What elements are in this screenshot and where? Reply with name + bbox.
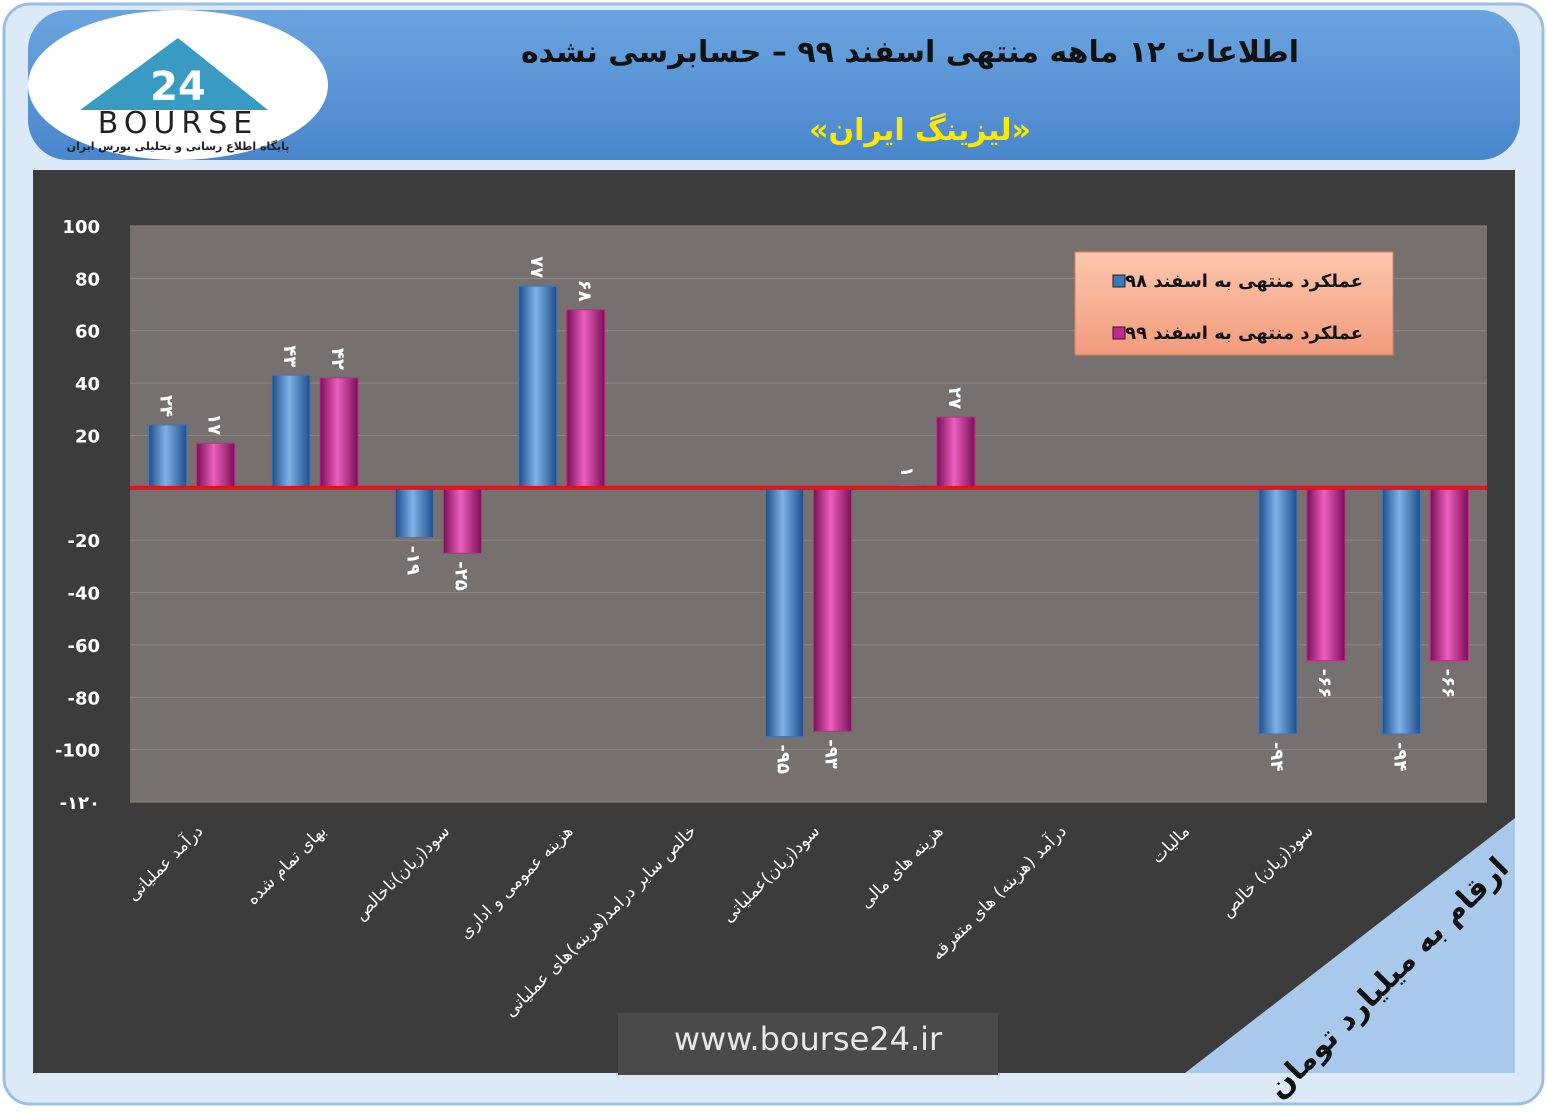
bar	[148, 424, 188, 489]
value-label: -۱۹	[402, 546, 423, 575]
bar	[1381, 487, 1421, 735]
value-label: ۴۲	[327, 348, 348, 370]
bar	[271, 374, 311, 489]
bar	[1306, 487, 1346, 662]
value-label: ۴۳	[279, 345, 300, 367]
value-label: -۹۴	[1389, 742, 1410, 771]
y-tick-label: 100	[62, 217, 100, 238]
value-label: ۷۷	[526, 256, 547, 278]
bar	[394, 487, 434, 539]
logo-tagline: پایگاه اطلاع رسانی و تحلیلی بورس ایران	[67, 140, 290, 153]
value-label: -۶۶	[1314, 669, 1335, 698]
y-tick-label: 80	[75, 269, 100, 290]
value-label: ۶۸	[574, 280, 595, 302]
legend-label: عملکرد منتهی به اسفند ۹۹	[1125, 323, 1363, 344]
bar	[196, 442, 236, 489]
legend-swatch	[1112, 326, 1126, 340]
bar	[319, 377, 359, 489]
y-tick-label: -100	[55, 741, 100, 762]
legend-box	[1074, 251, 1394, 356]
legend-swatch	[1112, 274, 1126, 288]
bar	[566, 309, 606, 489]
chart-subtitle: «لیزینگ ایران»	[809, 112, 1031, 148]
value-label: -۹۵	[773, 745, 794, 774]
y-tick-label: -40	[67, 584, 100, 605]
y-tick-label: 60	[75, 322, 100, 343]
website: www.bourse24.ir	[674, 1020, 943, 1058]
value-label: ۲۴	[156, 395, 177, 417]
bar	[813, 487, 852, 732]
y-tick-label: 20	[75, 426, 100, 447]
y-tick-label: -80	[67, 688, 100, 709]
logo-mark: 24	[150, 64, 206, 110]
header	[28, 10, 1520, 160]
bar	[765, 487, 804, 738]
value-label: ۱۷	[204, 413, 225, 435]
chart-title: اطلاعات ۱۲ ماهه منتهی اسفند ۹۹ – حسابرسی…	[521, 35, 1299, 70]
logo-shape	[80, 38, 268, 110]
value-label: ۱	[896, 466, 917, 477]
y-tick-label: 40	[75, 374, 100, 395]
bar	[442, 487, 482, 554]
value-label: -۲۵	[450, 561, 471, 590]
legend-label: عملکرد منتهی به اسفند ۹۸	[1125, 271, 1363, 292]
value-label: -۹۴	[1266, 742, 1287, 771]
bar	[518, 285, 558, 489]
logo-name: BOURSE	[98, 106, 258, 141]
bar	[1429, 487, 1469, 662]
y-tick-label: -20	[67, 531, 100, 552]
y-tick-label: -۱۲۰	[60, 793, 100, 814]
bar	[1258, 487, 1298, 735]
value-label: -۹۳	[821, 739, 842, 768]
website-bg	[618, 1013, 998, 1075]
value-label: ۲۷	[944, 387, 965, 409]
value-label: -۶۶	[1437, 669, 1458, 698]
unit-corner	[1185, 818, 1515, 1073]
bar	[936, 416, 976, 489]
y-tick-label: -60	[67, 636, 100, 657]
